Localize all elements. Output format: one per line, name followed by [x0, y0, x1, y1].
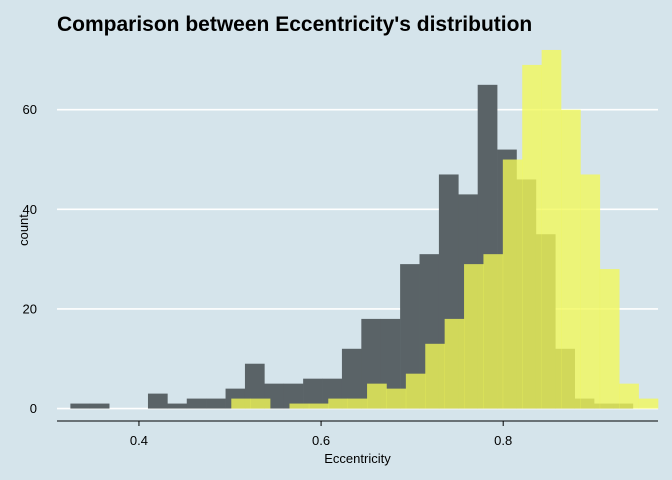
- histogram-bar: [619, 383, 639, 409]
- histogram-bar: [405, 373, 426, 409]
- histogram-bar: [541, 49, 562, 409]
- bars: [70, 49, 659, 409]
- histogram-bar: [400, 264, 420, 409]
- histogram-bar: [206, 398, 226, 409]
- histogram-bar: [167, 403, 188, 409]
- histogram-bar: [367, 383, 387, 409]
- chart-title: Comparison between Eccentricity's distri…: [57, 13, 533, 36]
- histogram-bar: [464, 264, 484, 409]
- x-axis-title: Eccentricity: [324, 451, 391, 466]
- histogram-bar: [341, 348, 362, 409]
- histogram-bar: [522, 64, 542, 409]
- axes: 0 20 40 60 0.4 0.6 0.8: [23, 102, 658, 448]
- histogram-bar: [561, 109, 581, 409]
- histogram-bar: [244, 363, 265, 409]
- histogram-bar: [386, 388, 407, 409]
- series-2: [231, 49, 659, 409]
- histogram-bar: [483, 254, 504, 409]
- histogram-bar: [347, 398, 368, 409]
- y-tick-label: 20: [23, 301, 37, 316]
- histogram-bar: [250, 398, 271, 409]
- histogram-bar: [502, 159, 523, 409]
- histogram-bar: [425, 343, 445, 409]
- y-tick-label: 40: [23, 202, 37, 217]
- histogram-bar: [231, 398, 251, 409]
- x-tick-label: 0.6: [312, 433, 330, 448]
- y-axis-title: count: [16, 214, 31, 246]
- histogram-bar: [638, 398, 659, 409]
- histogram-bar: [186, 398, 207, 409]
- histogram-bar: [599, 269, 620, 409]
- x-tick-label: 0.8: [494, 433, 512, 448]
- histogram-bar: [283, 383, 304, 409]
- histogram-bar: [147, 393, 168, 409]
- histogram-bar: [89, 403, 110, 409]
- histogram-bar: [70, 403, 91, 409]
- y-tick-label: 60: [23, 102, 37, 117]
- histogram-bar: [308, 403, 329, 409]
- histogram-bar: [303, 378, 323, 409]
- histogram-bar: [289, 403, 310, 409]
- histogram-bar: [580, 174, 601, 409]
- histogram-bar: [328, 398, 348, 409]
- y-tick-label: 0: [30, 401, 37, 416]
- x-tick-label: 0.4: [130, 433, 148, 448]
- histogram-bar: [444, 318, 465, 409]
